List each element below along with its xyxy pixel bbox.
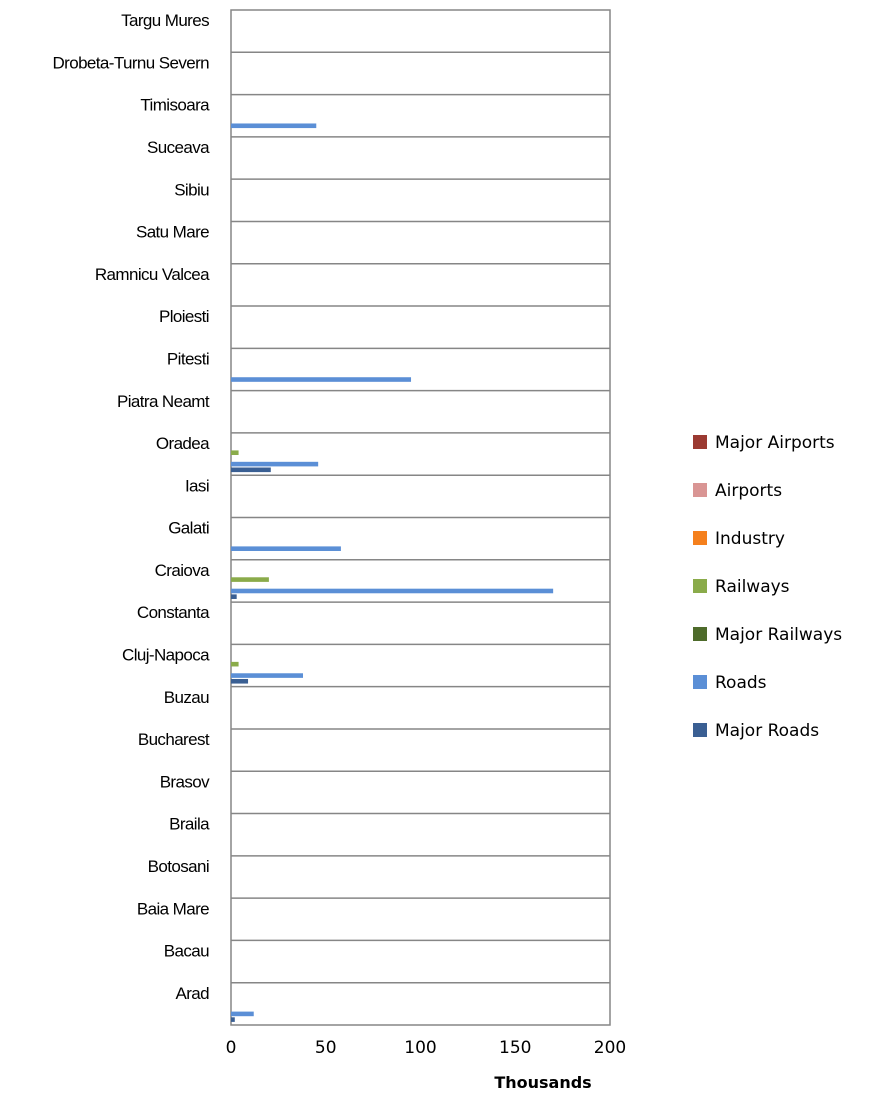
- legend-swatch: [693, 627, 707, 641]
- bar-roads: [231, 588, 554, 594]
- x-tick-labels: 0 50 100 150 200: [226, 1038, 627, 1058]
- category-label: Braila: [169, 815, 210, 834]
- category-label: Suceava: [147, 138, 210, 157]
- legend-swatch: [693, 579, 707, 593]
- legend-label: Roads: [715, 673, 767, 693]
- category-label: Bacau: [164, 942, 209, 961]
- legend-swatch: [693, 675, 707, 689]
- bar-major-roads: [231, 1017, 235, 1022]
- category-label: Timisoara: [140, 96, 210, 115]
- legend-label: Major Railways: [715, 625, 842, 645]
- category-label: Craiova: [155, 561, 211, 580]
- category-label: Pitesti: [167, 349, 209, 368]
- legend-swatch: [693, 531, 707, 545]
- bar-roads: [231, 673, 304, 678]
- bar-roads: [231, 1011, 254, 1017]
- category-label: Constanta: [137, 603, 210, 622]
- legend: Major Airports Airports Industry Railways Ma…: [693, 433, 842, 741]
- category-label: Botosani: [148, 857, 209, 876]
- bar-railways: [231, 577, 269, 582]
- bar-roads: [231, 546, 341, 551]
- category-label: Piatra Neamt: [117, 392, 210, 411]
- category-label: Baia Mare: [137, 899, 209, 918]
- bar-railways: [231, 661, 239, 667]
- x-tick-label: 150: [499, 1038, 531, 1058]
- category-labels: Arad Bacau Baia Mare Botosani Braila Brasov Bu…: [52, 11, 210, 1003]
- category-label: Buzau: [164, 688, 209, 707]
- category-label: Galati: [168, 519, 209, 538]
- bars-layer: [231, 123, 554, 1022]
- category-label: Targu Mures: [121, 11, 209, 30]
- legend-swatch: [693, 723, 707, 737]
- legend-label: Airports: [715, 481, 782, 501]
- category-label: Bucharest: [138, 730, 210, 749]
- x-tick-label: 200: [594, 1038, 626, 1058]
- category-label: Ramnicu Valcea: [95, 265, 210, 284]
- bar-roads: [231, 123, 317, 129]
- category-label: Iasi: [185, 476, 209, 495]
- grid-layer: [230, 9, 611, 1026]
- x-tick-label: 50: [315, 1038, 337, 1058]
- category-label: Satu Mare: [136, 223, 209, 242]
- bar-major-roads: [231, 594, 237, 599]
- category-label: Oradea: [156, 434, 210, 453]
- bar-roads: [231, 461, 319, 467]
- category-label: Brasov: [160, 772, 210, 791]
- legend-label: Major Airports: [715, 433, 835, 453]
- category-label: Drobeta-Turnu Severn: [52, 53, 209, 72]
- bar-railways: [231, 450, 239, 456]
- category-label: Cluj-Napoca: [122, 646, 210, 665]
- bar-major-roads: [231, 467, 271, 473]
- legend-label: Industry: [715, 529, 785, 549]
- category-label: Sibiu: [174, 180, 209, 199]
- bar-roads: [231, 377, 412, 382]
- x-axis-title: Thousands: [494, 1073, 591, 1092]
- x-tick-label: 100: [404, 1038, 436, 1058]
- legend-swatch: [693, 483, 707, 497]
- category-label: Arad: [175, 984, 209, 1003]
- legend-label: Major Roads: [715, 721, 819, 741]
- category-label: Ploiesti: [159, 307, 209, 326]
- legend-swatch: [693, 435, 707, 449]
- legend-label: Railways: [715, 577, 790, 597]
- x-tick-label: 0: [226, 1038, 237, 1058]
- bar-major-roads: [231, 678, 249, 684]
